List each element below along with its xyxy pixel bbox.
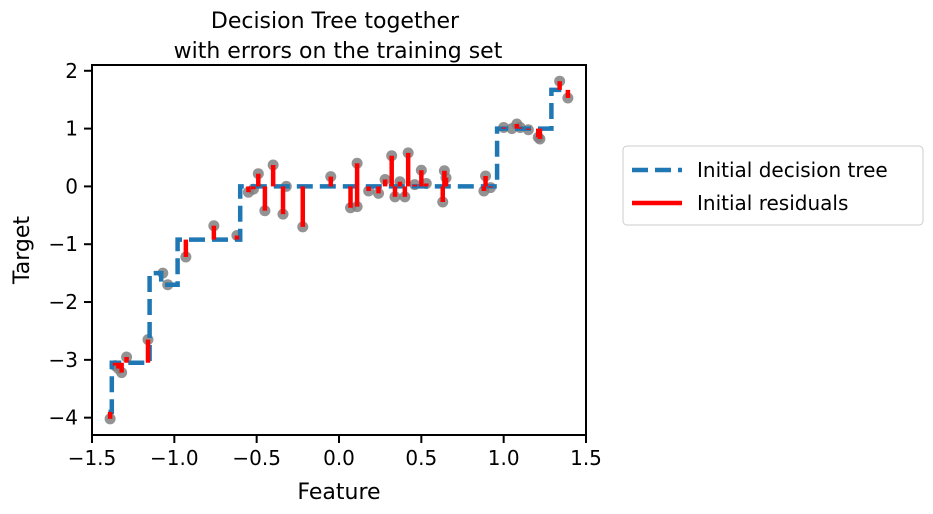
legend-frame (622, 145, 924, 226)
legend-residual-label: Initial residuals (697, 191, 848, 215)
y-tick-label-6: 2 (65, 59, 78, 83)
x-tick-label-2: −0.5 (232, 446, 281, 470)
legend: Initial decision tree Initial residuals (622, 145, 924, 226)
y-tick-label-1: −3 (49, 348, 78, 372)
y-axis-label: Target (10, 216, 35, 285)
y-tick-label-0: −4 (49, 406, 78, 430)
legend-tree-label: Initial decision tree (697, 158, 888, 182)
x-tick-label-1: −1.0 (150, 446, 199, 470)
y-tick-label-3: −1 (49, 232, 78, 256)
x-tick-label-3: 0.0 (323, 446, 355, 470)
chart-title-line-2: with errors on the training set (174, 39, 503, 64)
x-tick-label-6: 1.5 (570, 446, 602, 470)
x-tick-label-0: −1.5 (68, 446, 117, 470)
decision-tree-line (108, 87, 568, 415)
plot-frame (91, 64, 587, 436)
x-tick-label-4: 0.5 (405, 446, 437, 470)
x-axis: −1.5 −1.0 −0.5 0.0 0.5 1.0 1.5 (68, 435, 602, 470)
plot-marks (104, 75, 574, 425)
y-tick-label-4: 0 (65, 174, 78, 198)
x-axis-label: Feature (297, 480, 380, 505)
y-axis: −4 −3 −2 −1 0 1 2 (49, 59, 92, 430)
y-tick-label-2: −2 (49, 290, 78, 314)
chart-title-line-1: Decision Tree together (211, 9, 460, 34)
y-tick-label-5: 1 (65, 117, 78, 141)
x-tick-label-5: 1.0 (488, 446, 520, 470)
